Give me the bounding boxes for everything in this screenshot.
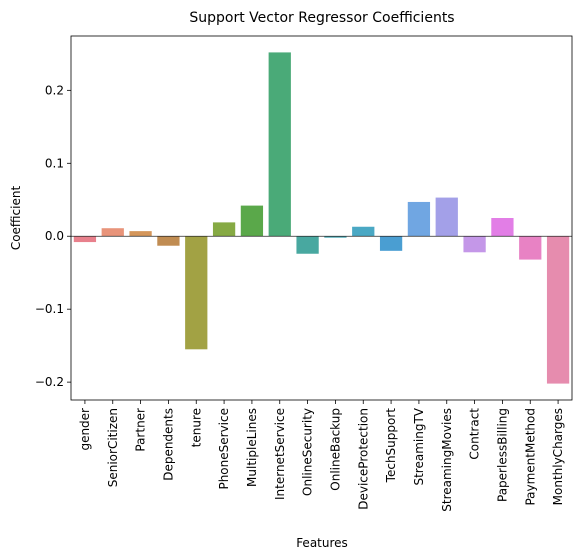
y-tick-label: 0.0 — [45, 229, 64, 243]
bar-TechSupport — [379, 236, 403, 251]
x-tick-label: TechSupport — [384, 408, 398, 484]
plot-frame — [70, 35, 573, 401]
y-tick-label: −0.1 — [35, 302, 64, 316]
x-tick-label: Partner — [134, 408, 148, 452]
x-axis-label: Features — [296, 536, 348, 550]
x-tick-label: gender — [78, 408, 92, 451]
bar-PhoneService — [212, 222, 236, 237]
y-tick-label: 0.1 — [45, 156, 64, 170]
x-tick-label: OnlineBackup — [328, 408, 342, 491]
bar-PaymentMethod — [519, 236, 542, 260]
bar-Dependents — [157, 236, 180, 246]
bar-InternetService — [268, 52, 291, 237]
x-tick-label: Contract — [468, 408, 482, 460]
x-tick-label: OnlineSecurity — [301, 408, 315, 496]
bar-Partner — [129, 231, 152, 237]
x-tick-label: PhoneService — [217, 408, 231, 490]
x-tick-label: DeviceProtection — [356, 408, 370, 510]
x-tick-label: PaymentMethod — [523, 408, 537, 506]
x-tick-label: StreamingMovies — [440, 408, 454, 512]
bars-group — [73, 52, 570, 384]
bar-OnlineBackup — [324, 236, 347, 238]
bar-MonthlyCharges — [546, 236, 570, 384]
bar-MultipleLines — [240, 205, 264, 237]
chart-title: Support Vector Regressor Coefficients — [189, 10, 454, 26]
x-tick-label: PaperlessBilling — [495, 408, 509, 502]
bar-OnlineSecurity — [296, 236, 319, 254]
bar-gender — [73, 236, 97, 243]
x-tick-label: StreamingTV — [412, 407, 426, 485]
bar-Contract — [463, 236, 486, 253]
x-tick-label: InternetService — [273, 408, 287, 500]
bar-SeniorCitizen — [101, 228, 124, 237]
y-axis-ticks: −0.2 −0.1 0.0 0.1 0.2 — [35, 83, 71, 389]
x-tick-label: MultipleLines — [245, 408, 259, 487]
x-axis-ticks: gender SeniorCitizen Partner Dependents tenu… — [78, 400, 565, 512]
bar-StreamingMovies — [435, 197, 458, 237]
bar-PaperlessBilling — [491, 218, 514, 237]
x-tick-label: MonthlyCharges — [551, 408, 565, 505]
bar-DeviceProtection — [352, 226, 375, 237]
x-tick-label: SeniorCitizen — [106, 408, 120, 487]
y-tick-label: 0.2 — [45, 83, 64, 97]
bar-StreamingTV — [407, 201, 431, 237]
y-axis-label: Coefficient — [9, 186, 23, 251]
y-tick-label: −0.2 — [35, 375, 64, 389]
x-tick-label: Dependents — [161, 408, 175, 481]
bar-tenure — [185, 236, 208, 350]
x-tick-label: tenure — [189, 408, 203, 447]
